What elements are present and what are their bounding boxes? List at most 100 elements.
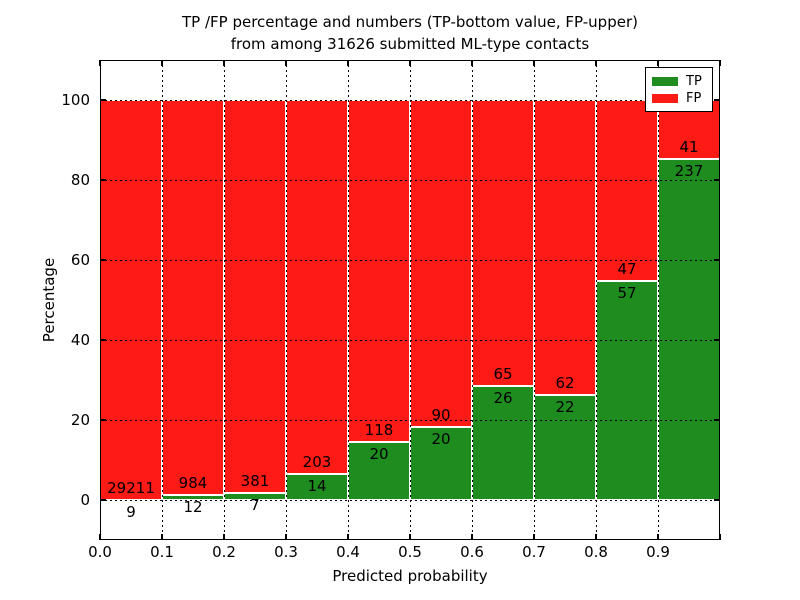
y-tick-left <box>100 179 106 181</box>
y-tick-right <box>714 339 720 341</box>
y-tick-right <box>714 179 720 181</box>
fp-count-label: 381 <box>240 471 270 490</box>
bar-segment-fp <box>100 100 162 500</box>
fp-count-label: 41 <box>679 137 699 156</box>
y-tick-label: 20 <box>70 411 90 429</box>
y-tick-label: 60 <box>70 251 90 269</box>
x-gridline <box>410 60 411 540</box>
fp-count-label: 203 <box>302 453 332 472</box>
x-tick-top <box>347 60 349 66</box>
x-gridline <box>224 60 225 540</box>
x-tick-top <box>223 60 225 66</box>
fp-count-label: 90 <box>431 406 451 425</box>
fp-count-label: 65 <box>493 364 513 383</box>
x-tick-bottom <box>347 534 349 540</box>
tp-count-label: 57 <box>617 283 637 302</box>
bar-segment-tp <box>286 474 348 500</box>
x-tick-label: 0.0 <box>88 543 112 561</box>
x-tick-label: 0.8 <box>584 543 608 561</box>
x-gridline <box>596 60 597 540</box>
y-tick-label: 0 <box>80 491 90 509</box>
x-tick-bottom <box>223 534 225 540</box>
tp-count-label: 14 <box>307 477 327 496</box>
x-tick-top <box>99 60 101 66</box>
x-tick-bottom <box>161 534 163 540</box>
fp-count-label: 29211 <box>107 478 155 497</box>
bar-segment-fp <box>348 100 410 443</box>
y-tick-label: 40 <box>70 331 90 349</box>
x-tick-top <box>471 60 473 66</box>
x-gridline <box>348 60 349 540</box>
fp-count-label: 984 <box>178 474 208 493</box>
x-tick-bottom <box>719 534 721 540</box>
x-tick-bottom <box>595 534 597 540</box>
bar-segment-fp <box>534 100 596 396</box>
legend: TP FP <box>645 67 713 112</box>
chart-title-line1: TP /FP percentage and numbers (TP-bottom… <box>182 13 638 31</box>
x-tick-top <box>657 60 659 66</box>
x-tick-label: 0.1 <box>150 543 174 561</box>
bar-segment-fp <box>596 100 658 281</box>
x-tick-label: 0.5 <box>398 543 422 561</box>
x-tick-top <box>719 60 721 66</box>
bar-segment-fp <box>410 100 472 428</box>
y-tick-right <box>714 499 720 501</box>
fp-swatch-icon <box>652 94 678 103</box>
x-tick-label: 0.7 <box>522 543 546 561</box>
chart-title-line2: from among 31626 submitted ML-type conta… <box>230 35 590 53</box>
plot-area: 29211 9 984 12 381 7 203 14 118 20 90 20 65 26 62 22 47 5… <box>99 60 721 540</box>
x-tick-top <box>409 60 411 66</box>
y-tick-label: 80 <box>70 171 90 189</box>
x-gridline <box>658 60 659 540</box>
tp-swatch-icon <box>652 77 678 86</box>
bar-segment-fp <box>472 100 534 386</box>
legend-entry-tp: TP <box>652 73 706 90</box>
x-gridline <box>472 60 473 540</box>
y-tick-left <box>100 419 106 421</box>
x-tick-label: 0.6 <box>460 543 484 561</box>
x-gridline <box>162 60 163 540</box>
x-tick-top <box>595 60 597 66</box>
bar-segment-tp <box>658 158 720 500</box>
x-tick-bottom <box>533 534 535 540</box>
bar-segment-fp <box>224 100 286 493</box>
x-tick-label: 0.4 <box>336 543 360 561</box>
y-tick-left <box>100 339 106 341</box>
x-tick-bottom <box>471 534 473 540</box>
fp-count-label: 47 <box>617 259 637 278</box>
x-tick-bottom <box>657 534 659 540</box>
tp-count-label: 22 <box>555 398 575 417</box>
x-tick-bottom <box>409 534 411 540</box>
tp-count-label: 20 <box>369 445 389 464</box>
y-tick-right <box>714 259 720 261</box>
x-tick-top <box>285 60 287 66</box>
x-tick-label: 0.2 <box>212 543 236 561</box>
bar-segment-tp <box>596 280 658 500</box>
x-tick-bottom <box>285 534 287 540</box>
x-axis-label: Predicted probability <box>332 567 488 585</box>
y-tick-right <box>714 419 720 421</box>
y-tick-label: 100 <box>61 91 90 109</box>
tp-count-label: 12 <box>183 498 203 517</box>
x-gridline <box>286 60 287 540</box>
x-tick-top <box>161 60 163 66</box>
x-tick-label: 0.9 <box>646 543 670 561</box>
bar-segment-fp <box>286 100 348 475</box>
y-tick-left <box>100 499 106 501</box>
bar-segment-fp <box>162 100 224 496</box>
x-tick-bottom <box>99 534 101 540</box>
x-tick-label: 0.3 <box>274 543 298 561</box>
legend-label-tp: TP <box>686 73 702 89</box>
bar-segment-tp <box>348 442 410 500</box>
tp-count-label: 7 <box>250 495 260 514</box>
tp-count-label: 9 <box>126 502 136 521</box>
y-axis-label: Percentage <box>40 257 58 343</box>
y-tick-left <box>100 259 106 261</box>
x-tick-top <box>533 60 535 66</box>
y-tick-left <box>100 99 106 101</box>
tp-count-label: 26 <box>493 388 513 407</box>
x-gridline <box>534 60 535 540</box>
tp-count-label: 20 <box>431 430 451 449</box>
legend-entry-fp: FP <box>652 90 706 107</box>
